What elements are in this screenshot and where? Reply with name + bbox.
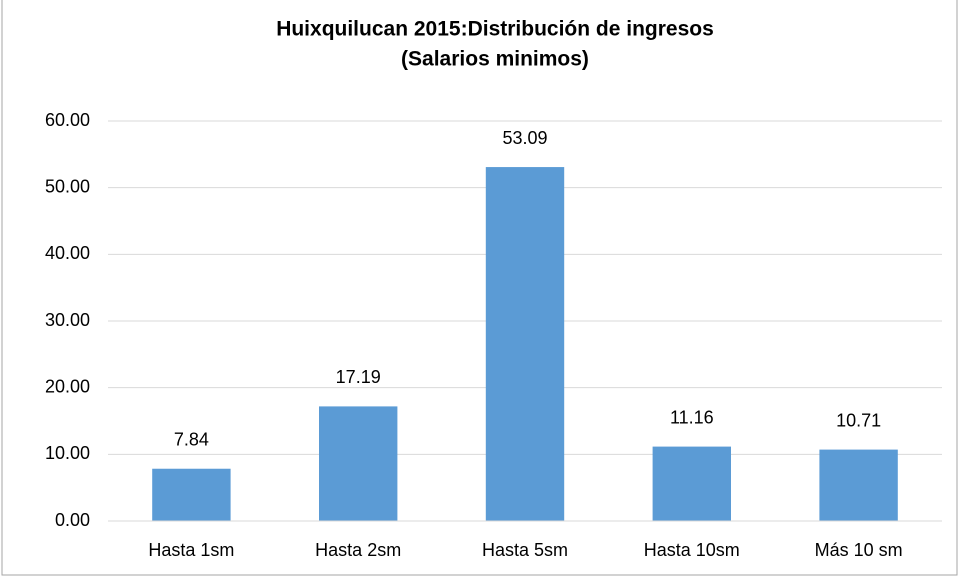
data-label: 11.16 <box>670 407 714 427</box>
data-label: 10.71 <box>836 410 881 430</box>
bar <box>319 406 398 521</box>
x-tick-label: Hasta 10sm <box>644 540 740 560</box>
bar <box>652 446 731 521</box>
data-label: 53.09 <box>502 128 547 148</box>
data-label: 17.19 <box>336 367 381 387</box>
bar <box>485 167 565 522</box>
bar <box>819 449 898 521</box>
y-tick-label: 20.00 <box>45 376 90 396</box>
chart-subtitle: (Salarios minimos) <box>401 48 589 71</box>
y-tick-label: 50.00 <box>45 176 90 196</box>
x-tick-label: Hasta 1sm <box>148 540 234 560</box>
x-tick-label: Más 10 sm <box>815 540 903 560</box>
data-label: 7.84 <box>174 429 209 449</box>
x-tick-label: Hasta 5sm <box>482 540 568 560</box>
chart-title: Huixquilucan 2015:Distribución de ingres… <box>276 18 714 41</box>
y-tick-label: 0.00 <box>55 510 90 530</box>
y-tick-label: 60.00 <box>45 110 90 130</box>
bar <box>152 468 231 521</box>
y-tick-label: 40.00 <box>45 243 90 263</box>
x-tick-label: Hasta 2sm <box>315 540 401 560</box>
y-tick-label: 30.00 <box>45 310 90 330</box>
y-tick-label: 10.00 <box>45 443 90 463</box>
